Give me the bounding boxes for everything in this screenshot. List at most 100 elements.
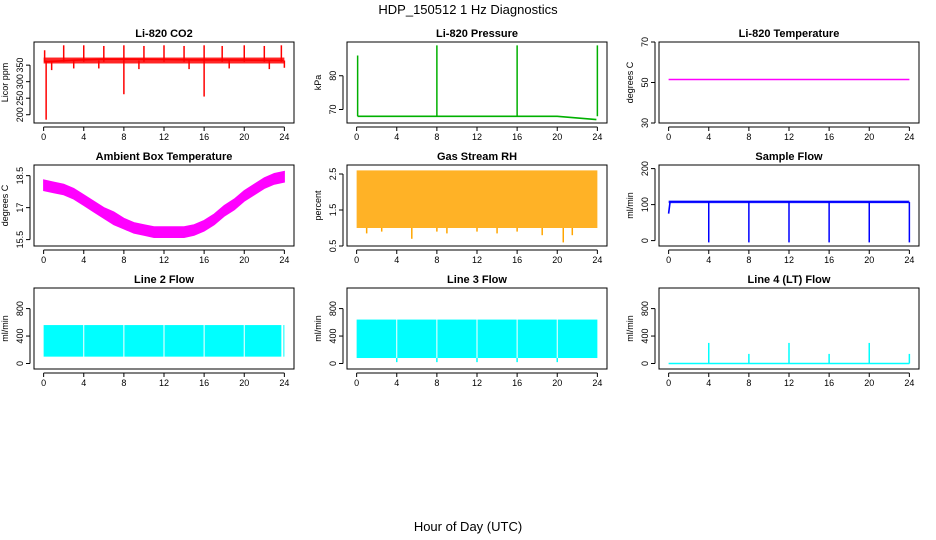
x-tick-label: 4 (394, 132, 399, 142)
x-tick-label: 4 (706, 132, 711, 142)
panel-title: Li-820 CO2 (135, 28, 192, 40)
x-tick-label: 4 (81, 132, 86, 142)
x-tick-label: 0 (354, 255, 359, 265)
y-axis-label: Licor ppm (0, 63, 10, 103)
panel-title: Gas Stream RH (437, 151, 517, 163)
panel-title: Sample Flow (755, 151, 823, 163)
series-range-segment (557, 319, 598, 359)
series-range-segment (437, 319, 477, 359)
plot-frame (346, 164, 608, 247)
series-range-segment (397, 319, 437, 359)
y-tick-label: 200 (15, 107, 25, 122)
panel-line2_flow: Line 2 Flow ml/min 0 4 8 12 16 20 24 0 400 800 (0, 274, 295, 388)
y-tick-label: 800 (640, 301, 650, 316)
x-tick-label: 8 (121, 378, 126, 388)
y-axis-label: ml/min (313, 315, 323, 342)
x-tick-label: 16 (824, 132, 834, 142)
plot-frame (33, 164, 295, 247)
y-tick-label: 0 (640, 361, 650, 366)
y-tick-label: 200 (640, 161, 650, 176)
panel-title: Ambient Box Temperature (96, 151, 233, 163)
series-range-segment (164, 325, 204, 357)
panel-pressure: Li-820 Pressure kPa 0 4 8 12 16 20 24 70 80 (313, 28, 608, 142)
x-tick-label: 4 (394, 378, 399, 388)
y-tick-label: 17 (15, 203, 25, 213)
x-tick-label: 0 (354, 132, 359, 142)
series-range-segment (204, 325, 244, 357)
x-tick-label: 24 (592, 378, 602, 388)
series-range (43, 170, 285, 238)
panel-line4_flow: Line 4 (LT) Flow ml/min 0 4 8 12 16 20 24 0 400 800 (625, 274, 920, 388)
panel-title: Line 3 Flow (447, 274, 507, 286)
plot-frame (658, 164, 920, 247)
x-tick-label: 20 (552, 378, 562, 388)
x-tick-label: 20 (239, 132, 249, 142)
x-tick-label: 20 (552, 132, 562, 142)
plot-frame (346, 287, 608, 370)
data-layer (356, 170, 598, 243)
x-tick-label: 8 (434, 132, 439, 142)
x-tick-label: 12 (784, 132, 794, 142)
x-tick-label: 24 (279, 255, 289, 265)
y-tick-label: 800 (328, 301, 338, 316)
panel-title: Li-820 Temperature (739, 28, 840, 40)
x-tick-label: 24 (904, 255, 914, 265)
x-tick-label: 8 (746, 255, 751, 265)
y-tick-label: 1.5 (328, 204, 338, 217)
x-tick-label: 16 (512, 255, 522, 265)
y-tick-label: 0 (328, 361, 338, 366)
y-tick-label: 400 (15, 329, 25, 344)
y-axis-label: degrees C (625, 61, 635, 103)
y-axis-label: ml/min (625, 315, 635, 342)
x-tick-label: 0 (41, 378, 46, 388)
panel-title: Line 4 (LT) Flow (748, 274, 831, 286)
x-tick-label: 0 (41, 255, 46, 265)
series-range-segment (244, 325, 282, 357)
data-layer (356, 319, 598, 363)
series-noise_band (668, 200, 910, 204)
data-layer (43, 45, 286, 120)
x-tick-label: 12 (159, 132, 169, 142)
x-tick-label: 0 (354, 378, 359, 388)
x-tick-label: 16 (824, 255, 834, 265)
x-tick-label: 24 (904, 378, 914, 388)
x-tick-label: 4 (81, 255, 86, 265)
y-tick-label: 0 (15, 361, 25, 366)
x-tick-label: 8 (434, 378, 439, 388)
y-tick-label: 2.5 (328, 168, 338, 181)
x-tick-label: 8 (121, 132, 126, 142)
x-tick-label: 8 (434, 255, 439, 265)
x-tick-label: 24 (279, 132, 289, 142)
y-tick-label: 400 (328, 329, 338, 344)
x-tick-label: 8 (121, 255, 126, 265)
x-tick-label: 4 (706, 255, 711, 265)
panel-title: Li-820 Pressure (436, 28, 518, 40)
series-range-segment (517, 319, 557, 359)
y-tick-label: 80 (328, 71, 338, 81)
series-range-segment (43, 325, 84, 357)
x-tick-label: 16 (824, 378, 834, 388)
y-tick-label: 15.5 (15, 231, 25, 249)
panel-line3_flow: Line 3 Flow ml/min 0 4 8 12 16 20 24 0 400 800 (313, 274, 608, 388)
plot-frame (658, 287, 920, 370)
x-tick-label: 20 (239, 255, 249, 265)
series-range-segment (124, 325, 164, 357)
data-layer (668, 342, 911, 365)
x-tick-label: 16 (512, 378, 522, 388)
y-tick-label: 70 (328, 104, 338, 114)
x-tick-label: 8 (746, 132, 751, 142)
data-layer (43, 170, 285, 238)
x-tick-label: 0 (666, 132, 671, 142)
plot-frame (346, 41, 608, 124)
y-axis-label: kPa (313, 75, 323, 91)
panel-title: Line 2 Flow (134, 274, 194, 286)
series-range-segment (477, 319, 517, 359)
panel-ambient_temp: Ambient Box Temperature degrees C 0 4 8 12 16 2… (0, 151, 295, 265)
plot-frame (658, 41, 920, 124)
panel-sample_flow: Sample Flow ml/min 0 4 8 12 16 20 24 0 100 200 (625, 151, 920, 265)
series-range-segment (283, 325, 285, 357)
y-tick-label: 0.5 (328, 240, 338, 253)
